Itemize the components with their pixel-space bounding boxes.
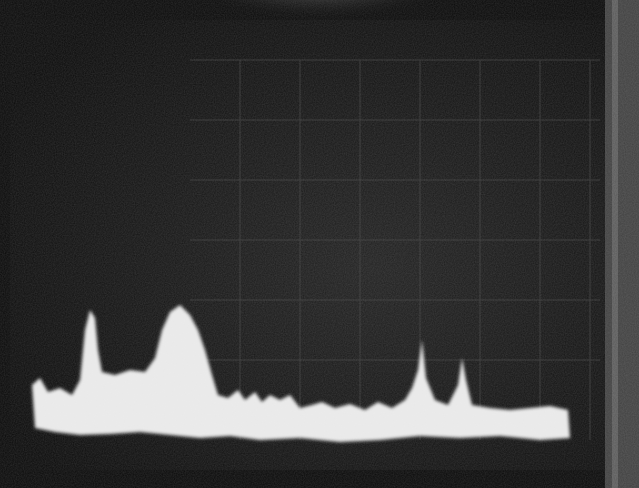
film-grain: [0, 0, 639, 488]
oscilloscope-photo: [0, 0, 639, 488]
page: [0, 0, 639, 488]
